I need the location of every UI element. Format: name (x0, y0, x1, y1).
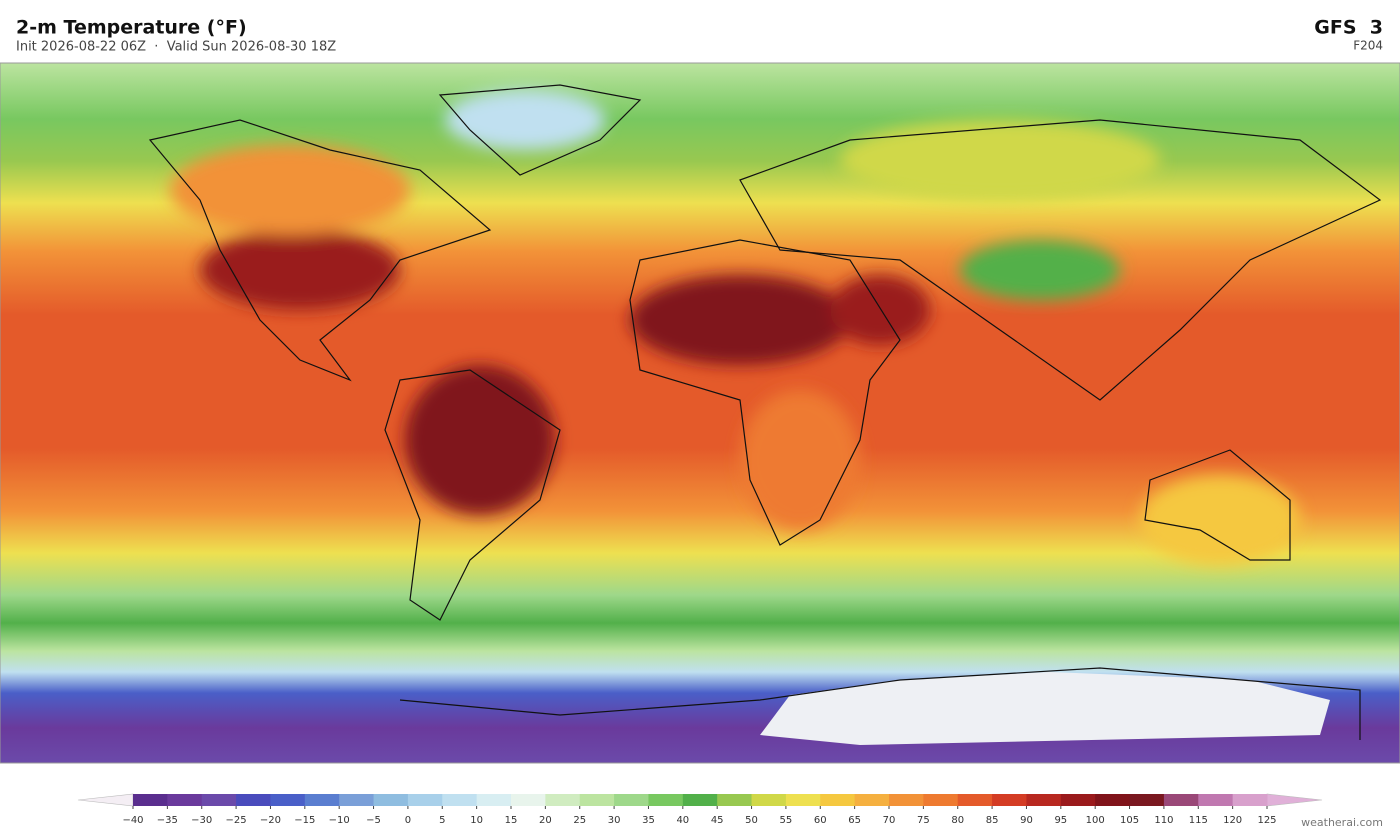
colorbar: −40 −35 −30 −25 −20 −15 −10 −5 0 5 10 15 20 25 30 35 40 4… (77, 793, 1323, 826)
colorbar-bin (1129, 794, 1165, 806)
colorbar-tick-label: 110 (1154, 815, 1173, 826)
colorbar-bin (201, 794, 237, 806)
colorbar-tick-label: 100 (1086, 815, 1105, 826)
colorbar-tick-label: 5 (439, 815, 445, 826)
colorbar-tick-label: 40 (676, 815, 689, 826)
colorbar-bin (511, 794, 546, 806)
colorbar-bin (614, 794, 649, 806)
colorbar-tick-label: 95 (1054, 815, 1067, 826)
colorbar-tick-label: 125 (1257, 815, 1276, 826)
title: 2-m Temperature (°F) (16, 17, 247, 39)
colorbar-tick-label: −20 (260, 815, 281, 826)
colorbar-bin (579, 794, 615, 806)
colorbar-bin (889, 794, 924, 806)
colorbar-bin (270, 794, 306, 806)
colorbar-bin (820, 794, 856, 806)
land-temperature (170, 90, 1300, 565)
antarctica (760, 672, 1330, 745)
colorbar-tick-label: −40 (122, 815, 143, 826)
colorbar-tick-label: 120 (1223, 815, 1242, 826)
colorbar-over (1266, 793, 1323, 807)
colorbar-bin (1095, 794, 1131, 806)
colorbar-tick-label: 115 (1189, 815, 1208, 826)
colorbar-tick-label: −5 (366, 815, 381, 826)
forecast-hour: F204 (1353, 39, 1383, 53)
subtitle: Init 2026-08-22 06Z · Valid Sun 2026-08-… (16, 40, 336, 55)
colorbar-bin (957, 794, 993, 806)
colorbar-bin (442, 794, 478, 806)
colorbar-bin (133, 794, 168, 806)
colorbar-tick-label: −25 (226, 815, 247, 826)
colorbar-tick-label: 10 (470, 815, 483, 826)
colorbar-bin (1163, 794, 1199, 806)
colorbar-tick-label: 75 (917, 815, 930, 826)
colorbar-tick-label: 60 (814, 815, 827, 826)
colorbar-bin (1198, 794, 1234, 806)
colorbar-bin (785, 794, 821, 806)
colorbar-bin (1232, 794, 1268, 806)
colorbar-tick-label: −15 (294, 815, 315, 826)
colorbar-bin (236, 794, 271, 806)
colorbar-bin (167, 794, 203, 806)
colorbar-tick-label: 15 (505, 815, 518, 826)
colorbar-tick-label: 70 (883, 815, 896, 826)
colorbar-bin (648, 794, 684, 806)
colorbar-bin (476, 794, 512, 806)
map (0, 62, 1400, 764)
colorbar-bin (304, 794, 340, 806)
colorbar-tick-label: 30 (608, 815, 621, 826)
colorbar-bin (751, 794, 787, 806)
colorbar-tick-label: 85 (986, 815, 999, 826)
colorbar-tick-label: 35 (642, 815, 655, 826)
colorbar-tick-label: 0 (405, 815, 411, 826)
colorbar-bin (923, 794, 959, 806)
colorbar-bin (1060, 794, 1096, 806)
model: GFS 3 (1314, 17, 1383, 39)
colorbar-tick-label: 90 (1020, 815, 1033, 826)
colorbar-tick-label: 25 (573, 815, 586, 826)
colorbar-tick-label: 20 (539, 815, 552, 826)
colorbar-under (77, 793, 134, 807)
colorbar-bin (854, 794, 890, 806)
colorbar-bin (992, 794, 1027, 806)
coastlines (148, 84, 1382, 740)
colorbar-tick-label: 65 (848, 815, 861, 826)
colorbar-bin (339, 794, 375, 806)
colorbar-tick-label: 105 (1120, 815, 1139, 826)
colorbar-bin (1026, 794, 1062, 806)
colorbar-bin (717, 794, 753, 806)
colorbar-tick-label: 55 (780, 815, 793, 826)
colorbar-tick-label: 45 (711, 815, 724, 826)
colorbar-tick-label: 80 (951, 815, 964, 826)
colorbar-bin (682, 794, 718, 806)
colorbar-bin (373, 794, 409, 806)
colorbar-bin (407, 794, 443, 806)
colorbar-bin (545, 794, 581, 806)
colorbar-tick-label: −35 (157, 815, 178, 826)
colorbar-tick-label: −10 (329, 815, 350, 826)
colorbar-tick-label: 50 (745, 815, 758, 826)
colorbar-tick-label: −30 (191, 815, 212, 826)
credit: weatherai.com (1301, 816, 1383, 829)
